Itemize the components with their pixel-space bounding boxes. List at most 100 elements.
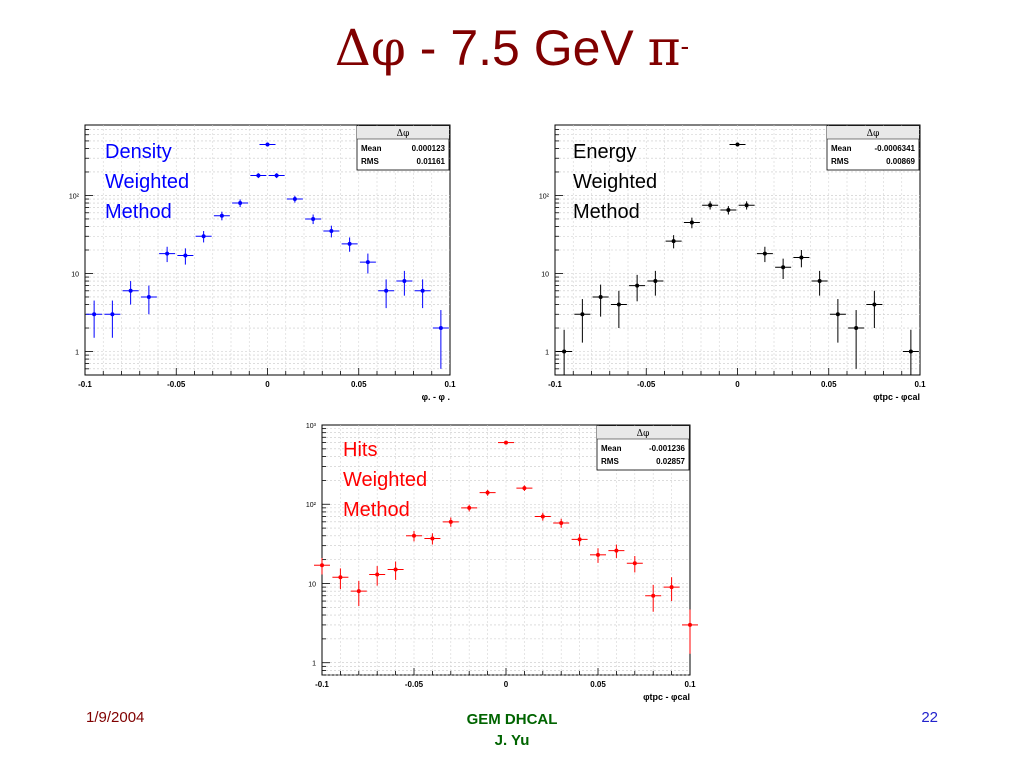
data-point bbox=[122, 281, 139, 305]
data-marker bbox=[669, 585, 674, 590]
data-marker bbox=[365, 260, 370, 265]
stats-title: Δφ bbox=[637, 429, 650, 439]
data-point bbox=[829, 299, 846, 343]
data-point bbox=[104, 300, 121, 338]
data-marker bbox=[872, 302, 877, 307]
data-point bbox=[645, 584, 662, 612]
data-marker bbox=[393, 567, 398, 572]
data-marker bbox=[854, 326, 859, 331]
data-point bbox=[738, 201, 755, 210]
y-tick-label: 10 bbox=[308, 581, 316, 588]
x-axis-label: φ. - φ . bbox=[422, 392, 450, 402]
data-marker bbox=[412, 533, 416, 538]
data-point bbox=[140, 285, 157, 315]
method-label: Weighted bbox=[343, 469, 427, 491]
density-weighted-plot: -0.1 -0.05 0 0.05 0.1 1 10 10² Density Weighted Me… bbox=[40, 120, 460, 402]
method-label: Hits bbox=[343, 439, 377, 461]
x-tick-label: 0 bbox=[265, 380, 270, 389]
method-label: Method bbox=[343, 499, 410, 521]
data-marker bbox=[735, 142, 740, 147]
stats-title: Δφ bbox=[867, 129, 880, 139]
data-marker bbox=[402, 279, 407, 284]
data-point bbox=[610, 290, 627, 329]
data-point bbox=[177, 248, 194, 265]
data-marker bbox=[598, 294, 603, 299]
title-energy-text: - 7.5 GeV bbox=[405, 20, 648, 76]
x-tick-label: -0.05 bbox=[637, 380, 656, 389]
data-marker bbox=[430, 536, 435, 541]
y-tick-label: 10 bbox=[71, 271, 79, 278]
y-tick-label: 10² bbox=[69, 193, 80, 200]
footer-author: J. Yu bbox=[494, 732, 530, 749]
data-point bbox=[775, 258, 792, 279]
data-marker bbox=[92, 312, 97, 317]
data-point bbox=[232, 199, 249, 208]
data-point bbox=[866, 290, 883, 329]
method-label: Weighted bbox=[573, 171, 657, 193]
stats-rms-value: 0.00869 bbox=[886, 157, 915, 166]
y-tick-label: 10² bbox=[306, 502, 317, 509]
data-point bbox=[286, 195, 303, 203]
data-point bbox=[516, 485, 533, 491]
data-point bbox=[590, 548, 606, 563]
energy-weighted-plot: -0.1 -0.05 0 0.05 0.1 1 10 10² Energy Weighted Met… bbox=[510, 120, 930, 402]
data-point bbox=[332, 568, 349, 590]
data-marker bbox=[744, 203, 749, 208]
stats-mean-value: -0.001236 bbox=[649, 444, 686, 453]
plot-svg: -0.1 -0.05 0 0.05 0.1 1 10 10² Density Weighted Me… bbox=[69, 124, 456, 402]
data-marker bbox=[292, 197, 297, 202]
data-point bbox=[626, 556, 643, 573]
data-marker bbox=[165, 251, 170, 256]
page-number: 22 bbox=[921, 709, 938, 726]
data-point bbox=[314, 557, 330, 575]
x-tick-label: 0 bbox=[735, 380, 740, 389]
footer-date: 1/9/2004 bbox=[86, 709, 145, 726]
stats-mean-value: 0.000123 bbox=[412, 144, 446, 153]
data-marker bbox=[596, 552, 600, 557]
data-point bbox=[86, 300, 103, 338]
data-marker bbox=[562, 349, 567, 354]
data-marker bbox=[110, 312, 115, 317]
data-point bbox=[556, 329, 573, 375]
data-marker bbox=[201, 234, 206, 239]
data-marker bbox=[688, 622, 692, 627]
data-marker bbox=[146, 294, 151, 299]
data-point bbox=[571, 534, 588, 546]
y-tick-label: 10³ bbox=[306, 423, 317, 430]
x-axis-label: φtpc - φcal bbox=[643, 692, 690, 702]
y-tick-label: 1 bbox=[312, 661, 316, 668]
data-point bbox=[848, 310, 865, 369]
data-marker bbox=[835, 312, 840, 317]
data-marker bbox=[329, 229, 334, 234]
data-point bbox=[259, 142, 276, 147]
title-charge: - bbox=[680, 31, 690, 61]
x-tick-label: -0.05 bbox=[405, 680, 424, 689]
data-point bbox=[396, 270, 413, 296]
method-label: Weighted bbox=[105, 171, 189, 193]
data-point bbox=[195, 231, 212, 243]
data-marker bbox=[580, 312, 585, 317]
x-tick-label: 0 bbox=[504, 680, 509, 689]
data-point bbox=[442, 517, 459, 527]
x-tick-label: 0.05 bbox=[821, 380, 837, 389]
data-point bbox=[811, 270, 828, 296]
data-marker bbox=[438, 326, 443, 331]
data-point bbox=[250, 173, 267, 179]
data-marker bbox=[128, 288, 133, 293]
slide-title: Δφ - 7.5 GeV π- bbox=[0, 18, 1024, 78]
x-tick-label: -0.1 bbox=[78, 380, 92, 389]
stats-rms-value: 0.01161 bbox=[417, 157, 446, 166]
data-point bbox=[553, 518, 570, 528]
stats-box: Δφ Mean -0.001236 RMS 0.02857 bbox=[596, 425, 690, 471]
data-point bbox=[479, 489, 496, 496]
data-marker bbox=[375, 572, 380, 577]
data-point bbox=[574, 299, 591, 343]
data-point bbox=[461, 504, 478, 512]
data-marker bbox=[384, 288, 389, 293]
stats-title-bg bbox=[827, 126, 919, 139]
plot-svg: -0.1 -0.05 0 0.05 0.1 1 10 10² 10³ Hits Weighted Me… bbox=[306, 423, 698, 702]
data-point bbox=[756, 246, 773, 263]
data-point bbox=[702, 201, 719, 210]
data-marker bbox=[256, 173, 261, 178]
stats-rms-label: RMS bbox=[601, 457, 619, 466]
